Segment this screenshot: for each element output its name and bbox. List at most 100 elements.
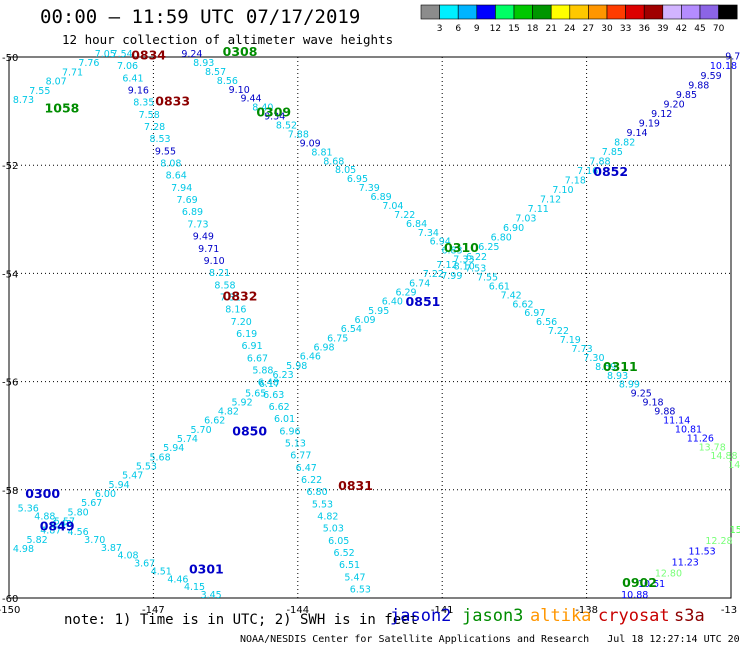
wave-height-value: 8.82 <box>614 137 635 148</box>
wave-height-value: 9.10 <box>204 256 225 267</box>
wave-height-value: 3.45 <box>201 590 222 601</box>
x-tick-label: -150 <box>0 605 20 616</box>
colorbar-tick-label: 39 <box>657 24 669 34</box>
wave-height-value: 7.55 <box>29 86 50 97</box>
wave-height-value: 9.18 <box>642 398 663 409</box>
wave-height-value: 8.21 <box>209 268 230 279</box>
wave-height-value: 6.61 <box>489 281 510 292</box>
wave-height-value: 11.26 <box>687 433 714 444</box>
wave-height-value: 5.88 <box>252 365 273 376</box>
wave-height-value: 6.62 <box>512 299 533 310</box>
wave-height-value: 6.29 <box>395 287 416 298</box>
wave-height-value: 6.74 <box>409 278 430 289</box>
colorbar-tick-label: 18 <box>527 24 539 34</box>
wave-height-value: 9.44 <box>240 94 261 105</box>
wave-height-value: 8.57 <box>205 67 226 78</box>
wave-height-value: 6.96 <box>279 426 300 437</box>
pass-time-label: 0834 <box>131 48 166 63</box>
legend-altika: altika <box>530 606 592 626</box>
pass-time-label: 0311 <box>603 359 638 374</box>
wave-height-value: 7.28 <box>144 122 165 133</box>
wave-height-value: 5.68 <box>149 452 170 463</box>
wave-height-value: 6.75 <box>327 333 348 344</box>
wave-height-value: 7.12 <box>436 260 457 271</box>
wave-height-value: 8.52 <box>276 121 297 132</box>
colorbar-swatch <box>532 4 552 20</box>
wave-height-value: 7.22 <box>423 269 444 280</box>
wave-height-value: 4.15 <box>184 582 205 593</box>
wave-height-value: 7.19 <box>560 335 581 346</box>
wave-height-value: 4.87 <box>40 526 61 537</box>
wave-height-value: 6.22 <box>466 252 487 263</box>
wave-height-value: 9.16 <box>128 86 149 97</box>
wave-height-value: 7.12 <box>540 195 561 206</box>
wave-height-value: 6.48 <box>258 378 279 389</box>
wave-height-value: 6.00 <box>95 489 116 500</box>
colorbar-tick-label: 21 <box>545 24 556 34</box>
wave-height-value: 11.23 <box>672 558 699 569</box>
wave-height-value: 7.39 <box>359 183 380 194</box>
wave-height-value: 4.46 <box>167 574 188 585</box>
wave-height-value: 8.07 <box>46 77 67 88</box>
wave-height-value: 11.14 <box>663 415 690 426</box>
wave-height-value: 10.81 <box>675 424 702 435</box>
y-tick-label: -50 <box>2 53 18 64</box>
x-tick-label: -138 <box>575 605 598 616</box>
wave-height-value: 7.10 <box>552 185 573 196</box>
wave-height-value: 7.53 <box>465 264 486 275</box>
y-tick-label: -58 <box>2 486 18 497</box>
colorbar-tick-label: 15 <box>508 24 519 34</box>
wave-height-value: 8.73 <box>13 95 34 106</box>
wave-height-value: 5.70 <box>190 425 211 436</box>
colorbar-tick-label: 70 <box>713 24 725 34</box>
colorbar-swatch <box>513 4 533 20</box>
wave-height-value: 6.56 <box>536 317 557 328</box>
wave-height-value: 8.53 <box>149 134 170 145</box>
wave-height-value: 7.42 <box>501 290 522 301</box>
wave-height-value: 7.73 <box>187 219 208 230</box>
colorbar-swatch <box>606 4 626 20</box>
wave-height-value: 8.05 <box>335 165 356 176</box>
wave-height-value: 9.20 <box>663 99 684 110</box>
wave-height-value: 9.88 <box>654 407 675 418</box>
wave-height-value: 7.05 <box>95 49 116 60</box>
pass-time-label: 0849 <box>40 518 75 533</box>
wave-height-value: 6.25 <box>478 242 499 253</box>
wave-height-value: 7.55 <box>477 272 498 283</box>
pass-time-label: 0833 <box>155 94 190 109</box>
wave-height-value: 5.80 <box>68 507 89 518</box>
wave-height-value: 5.95 <box>368 306 389 317</box>
footer-note: note: 1) Time is in UTC; 2) SWH is in fe… <box>64 612 419 628</box>
wave-height-value: 8.99 <box>619 380 640 391</box>
wave-height-value: 6.89 <box>182 207 203 218</box>
wave-height-value: 8.93 <box>193 58 214 69</box>
colorbar-tick-label: 30 <box>601 24 613 34</box>
wave-height-value: 7.06 <box>117 61 138 72</box>
colorbar-tick-label: 27 <box>583 24 594 34</box>
colorbar-tick-label: 9 <box>474 24 480 34</box>
colorbar-swatch <box>643 4 664 20</box>
wave-height-value: 7.58 <box>139 110 160 121</box>
wave-height-value: 6.51 <box>339 560 360 571</box>
wave-height-value: 7.76 <box>78 58 99 69</box>
wave-height-value: 9.34 <box>264 112 285 123</box>
wave-height-value: 9.25 <box>631 389 652 400</box>
wave-height-value: 6.41 <box>122 73 143 84</box>
wave-height-value: 6.90 <box>503 223 524 234</box>
x-tick-label: -144 <box>286 605 309 616</box>
wave-height-value: 6.63 <box>263 390 284 401</box>
pass-time-label: 0301 <box>189 562 224 577</box>
wave-height-value: 9.71 <box>198 244 219 255</box>
pass-time-label: 0850 <box>232 424 267 439</box>
wave-height-value: 7.22 <box>394 210 415 221</box>
wave-height-value: 10.88 <box>621 590 648 601</box>
wave-height-value: 7.16 <box>577 166 598 177</box>
wave-height-value: 7.31 <box>220 292 241 303</box>
pass-time-label: 0308 <box>223 44 258 59</box>
wave-height-value: 8.16 <box>225 305 246 316</box>
wave-height-value: 6.89 <box>371 192 392 203</box>
colorbar-swatch <box>625 4 645 20</box>
wave-height-value: 14. <box>728 460 740 471</box>
wave-height-value: 9.85 <box>676 90 697 101</box>
